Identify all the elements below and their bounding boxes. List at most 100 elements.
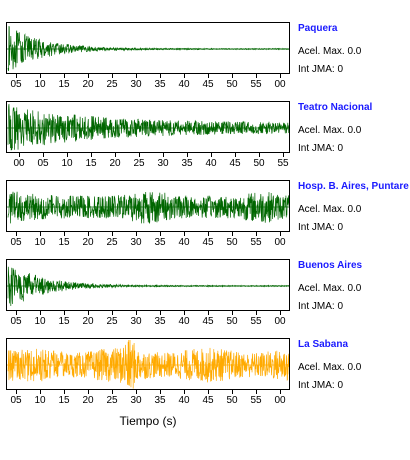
seismogram-panel [6,259,290,311]
tick-label: 10 [34,395,46,406]
tick-mark [88,390,89,394]
tick-label: 15 [85,158,97,169]
tick-mark [208,390,209,394]
time-axis: 00 05 10 15 20 25 30 35 40 45 50 55 [6,153,290,171]
tick-label: 55 [250,316,262,327]
station-name-link[interactable]: Hosp. B. Aires, Puntare [298,181,409,192]
max-acceleration: Acel. Max. 0.0 [298,46,361,57]
waveform-plot [7,25,289,72]
jma-intensity: Int JMA: 0 [298,64,343,75]
tick-mark [259,153,260,157]
waveform-plot [7,191,289,225]
tick-mark [40,390,41,394]
tick-mark [184,232,185,236]
tick-label: 35 [181,158,193,169]
max-acceleration-value: 0.0 [347,283,362,294]
tick-mark [136,390,137,394]
station-name-link[interactable]: Paquera [298,23,338,34]
max-acceleration-label: Acel. Max. [298,125,345,136]
tick-mark [232,232,233,236]
tick-mark [184,390,185,394]
tick-mark [16,74,17,78]
seismogram-panel [6,180,290,232]
jma-intensity-label: Int JMA: [298,380,335,391]
tick-mark [112,311,113,315]
tick-mark [256,311,257,315]
tick-mark [40,311,41,315]
tick-mark [64,390,65,394]
tick-mark [40,232,41,236]
jma-intensity: Int JMA: 0 [298,301,343,312]
tick-mark [256,74,257,78]
tick-mark [232,390,233,394]
max-acceleration: Acel. Max. 0.0 [298,362,361,373]
waveform-plot [7,266,289,306]
waveform-trace [7,103,289,151]
tick-label: 25 [106,237,118,248]
tick-label: 15 [58,79,70,90]
tick-label: 45 [202,79,214,90]
jma-intensity-label: Int JMA: [298,222,335,233]
station-name-link[interactable]: La Sabana [298,339,349,350]
tick-mark [16,390,17,394]
tick-mark [160,74,161,78]
tick-label: 45 [202,237,214,248]
tick-label: 40 [178,316,190,327]
tick-label: 40 [178,237,190,248]
tick-label: 00 [274,316,286,327]
tick-mark [88,311,89,315]
tick-label: 50 [226,237,238,248]
tick-label: 10 [34,237,46,248]
tick-label: 00 [13,158,25,169]
tick-mark [115,153,116,157]
tick-label: 20 [82,237,94,248]
tick-mark [40,74,41,78]
max-acceleration-value: 0.0 [347,362,362,373]
tick-label: 10 [34,316,46,327]
tick-mark [163,153,164,157]
tick-label: 50 [226,316,238,327]
tick-mark [112,74,113,78]
waveform-trace [7,339,289,389]
tick-mark [136,232,137,236]
tick-mark [88,74,89,78]
tick-mark [19,153,20,157]
jma-intensity-value: 0 [337,222,344,233]
time-axis: 05 10 15 20 25 30 35 40 45 50 55 00 [6,390,290,408]
tick-mark [208,311,209,315]
tick-label: 25 [106,79,118,90]
max-acceleration-value: 0.0 [347,46,362,57]
max-acceleration: Acel. Max. 0.0 [298,283,361,294]
tick-label: 20 [82,395,94,406]
tick-mark [208,232,209,236]
tick-mark [88,232,89,236]
tick-mark [64,74,65,78]
tick-label: 50 [253,158,265,169]
max-acceleration-value: 0.0 [347,125,362,136]
tick-mark [280,311,281,315]
tick-label: 20 [82,316,94,327]
tick-mark [64,232,65,236]
tick-label: 55 [250,237,262,248]
tick-mark [280,390,281,394]
jma-intensity-label: Int JMA: [298,301,335,312]
tick-label: 05 [10,79,22,90]
max-acceleration-label: Acel. Max. [298,283,345,294]
tick-mark [283,153,284,157]
tick-label: 00 [274,395,286,406]
tick-mark [184,74,185,78]
tick-label: 20 [82,79,94,90]
jma-intensity: Int JMA: 0 [298,380,343,391]
tick-label: 10 [34,79,46,90]
tick-mark [16,311,17,315]
tick-mark [160,390,161,394]
jma-intensity-value: 0 [337,143,344,154]
station-name-link[interactable]: Buenos Aires [298,260,363,271]
tick-label: 30 [130,395,142,406]
tick-label: 30 [130,79,142,90]
tick-label: 05 [37,158,49,169]
tick-label: 25 [133,158,145,169]
seismogram-panel [6,22,290,74]
station-name-link[interactable]: Teatro Nacional [298,102,373,113]
tick-mark [280,74,281,78]
